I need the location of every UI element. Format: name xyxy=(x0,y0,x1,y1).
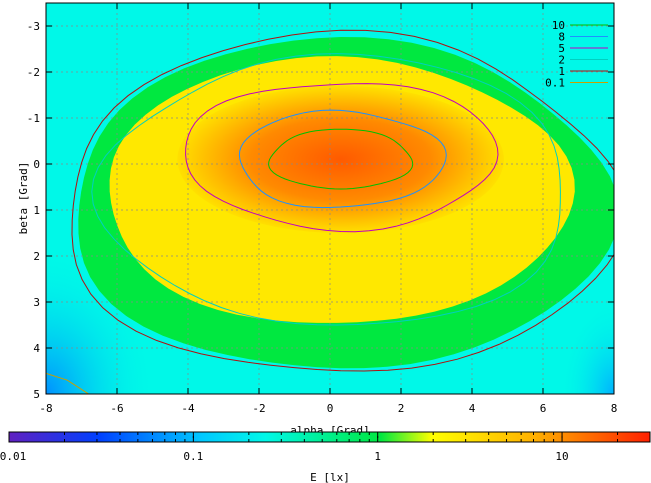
x-tick-label: -4 xyxy=(181,402,195,415)
colorbar-ticks: 0.01 0.1 1 10 xyxy=(0,432,651,463)
y-tick-label: 0 xyxy=(33,158,40,171)
colorbar-tick-label: 0.01 xyxy=(0,450,26,463)
colorbar-tick-label: 10 xyxy=(555,450,568,463)
colorbar xyxy=(9,432,650,442)
legend-label: 10 xyxy=(552,19,565,32)
heatmap-corner-low-right xyxy=(560,300,614,394)
legend-label: 5 xyxy=(558,42,565,55)
legend-label: 2 xyxy=(558,54,565,67)
contour-line-8 xyxy=(238,109,447,209)
legend-label: 0.1 xyxy=(545,77,565,90)
x-tick-label: 2 xyxy=(398,402,405,415)
band-peak-region xyxy=(177,85,504,234)
x-tick-label: 8 xyxy=(611,402,618,415)
x-tick-label: -8 xyxy=(39,402,52,415)
legend-label: 1 xyxy=(558,65,565,78)
y-axis-label: beta [Grad] xyxy=(17,162,30,235)
x-axis-ticks: -8 -6 -4 -2 0 2 4 6 8 xyxy=(39,3,617,415)
x-tick-label: -6 xyxy=(110,402,123,415)
x-tick-label: 0 xyxy=(327,402,334,415)
y-tick-label: 2 xyxy=(33,250,40,263)
y-tick-label: 5 xyxy=(33,388,40,401)
plot-area xyxy=(46,3,614,394)
x-tick-label: 4 xyxy=(469,402,476,415)
contour-line-1 xyxy=(71,29,614,372)
y-tick-label: -1 xyxy=(27,112,40,125)
y-tick-label: -2 xyxy=(27,66,40,79)
colorbar-tick-label: 0.1 xyxy=(183,450,203,463)
contour-line-0-1 xyxy=(46,372,90,394)
x-tick-label: -2 xyxy=(252,402,265,415)
legend-label: 8 xyxy=(558,31,565,44)
y-tick-label: 4 xyxy=(33,342,40,355)
colorbar-tick-label: 1 xyxy=(374,450,381,463)
contour-lines xyxy=(46,29,614,394)
y-tick-label: 1 xyxy=(33,204,40,217)
contour-line-2 xyxy=(91,53,561,326)
x-tick-label: 6 xyxy=(540,402,547,415)
contour-line-5 xyxy=(185,83,499,233)
contour-line-10 xyxy=(268,128,414,190)
colorbar-label: E [lx] xyxy=(310,471,350,483)
grid-lines xyxy=(46,3,614,394)
y-tick-label: -3 xyxy=(27,20,40,33)
y-tick-label: 3 xyxy=(33,296,40,309)
